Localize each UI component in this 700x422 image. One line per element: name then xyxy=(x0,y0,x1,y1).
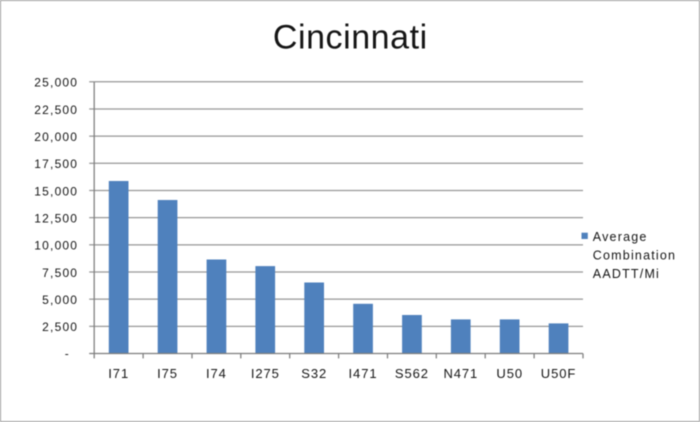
svg-text:U50: U50 xyxy=(496,366,523,381)
svg-text:20,000: 20,000 xyxy=(34,130,78,144)
svg-text:17,500: 17,500 xyxy=(34,157,78,171)
svg-text:10,000: 10,000 xyxy=(34,239,78,253)
svg-text:I75: I75 xyxy=(157,366,178,381)
svg-text:-: - xyxy=(65,346,70,360)
svg-text:Cincinnati: Cincinnati xyxy=(273,19,428,57)
svg-text:Combination: Combination xyxy=(593,248,676,262)
svg-text:I74: I74 xyxy=(206,366,227,381)
svg-text:2,500: 2,500 xyxy=(42,320,78,334)
svg-text:U50F: U50F xyxy=(541,366,576,381)
svg-text:S32: S32 xyxy=(301,366,327,381)
svg-text:I71: I71 xyxy=(108,366,129,381)
svg-text:5,000: 5,000 xyxy=(42,293,78,307)
svg-text:I471: I471 xyxy=(349,366,378,381)
svg-text:22,500: 22,500 xyxy=(34,103,78,117)
svg-text:12,500: 12,500 xyxy=(34,212,78,226)
svg-text:S562: S562 xyxy=(395,366,429,381)
svg-text:N471: N471 xyxy=(443,366,478,381)
svg-text:AADTT/Mi: AADTT/Mi xyxy=(593,267,660,281)
svg-text:7,500: 7,500 xyxy=(42,266,78,280)
svg-text:25,000: 25,000 xyxy=(34,76,78,90)
svg-text:15,000: 15,000 xyxy=(34,184,78,198)
svg-text:I275: I275 xyxy=(251,366,280,381)
svg-text:Average: Average xyxy=(593,230,648,244)
